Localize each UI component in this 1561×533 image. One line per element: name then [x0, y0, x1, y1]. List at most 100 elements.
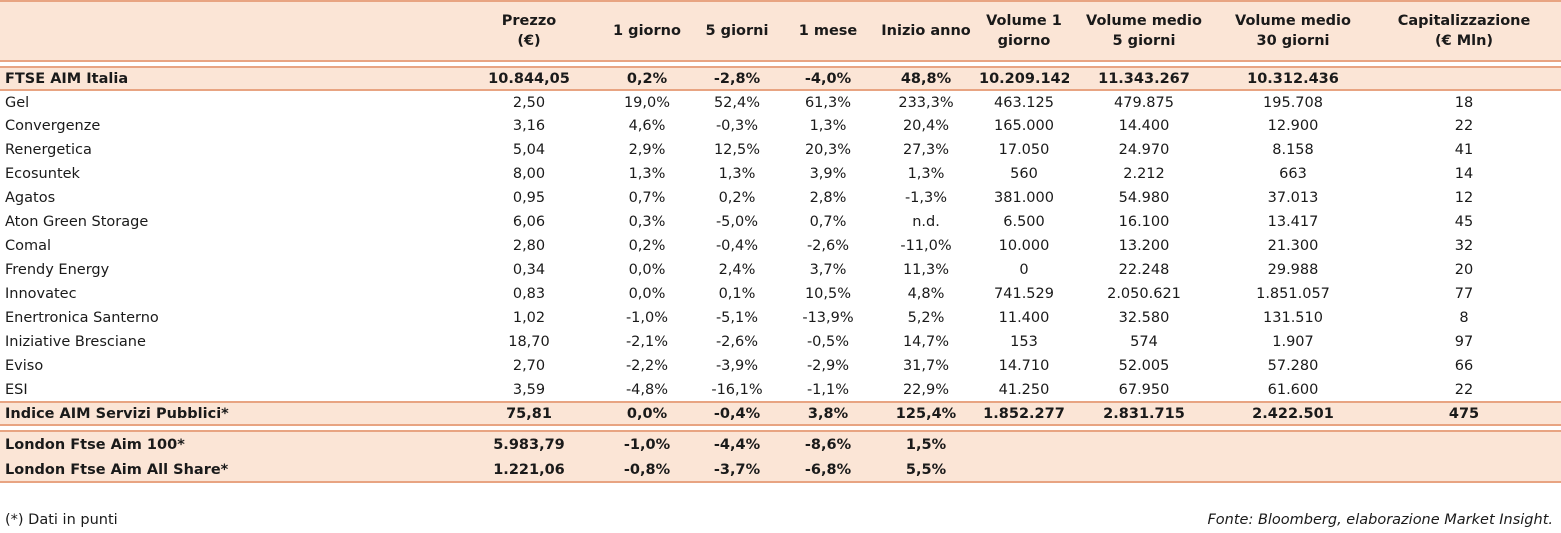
table-cell: -1,0%	[625, 310, 669, 326]
table-cell: 3,9%	[809, 166, 847, 182]
table-row: Ecosuntek 8,00 1,3% 1,3% 3,9% 1,3% 560 2.212 663…	[0, 162, 1561, 186]
column-header: Volume medio 5 giorni	[1086, 13, 1202, 49]
table-cell: 0,34	[512, 262, 546, 278]
table-cell: 6.500	[1003, 214, 1045, 230]
table-cell: -4,0%	[804, 70, 852, 87]
table-cell: 61,3%	[804, 94, 852, 111]
table-cell: 131.510	[1263, 310, 1323, 326]
table-cell: 22	[1454, 381, 1474, 398]
table-row: ESI 3,59 -4,8% -16,1% -1,1% 22,9% 41.250 67.950…	[0, 378, 1561, 402]
table-cell: 1,3%	[628, 166, 666, 182]
column-header: 1 mese	[798, 23, 858, 39]
table-cell: 2,80	[512, 238, 546, 254]
row-label: Enertronica Santerno	[5, 310, 159, 326]
table-cell: 475	[1448, 405, 1480, 422]
table-cell: 11,3%	[902, 262, 950, 278]
table-cell: 0,2%	[626, 70, 668, 87]
table-cell: 2,9%	[628, 142, 666, 158]
table-cell: 10.000	[998, 238, 1050, 254]
table-cell: 2.422.501	[1252, 405, 1334, 422]
header-row: Prezzo (€) 1 giorno 5 giorni 1 mese Inizio an…	[0, 1, 1561, 61]
column-header: 1 giorno	[613, 23, 681, 39]
table-cell: -6,8%	[804, 461, 852, 478]
table-cell: 24.970	[1118, 142, 1170, 158]
table-cell: -4,4%	[713, 437, 761, 453]
table-cell: -4,8%	[625, 381, 669, 398]
table-cell: -3,7%	[713, 461, 761, 478]
table-cell: 2,8%	[809, 190, 847, 206]
table-cell: -0,5%	[806, 334, 850, 350]
table-cell: 2,70	[512, 358, 546, 374]
table-cell: 381.000	[994, 190, 1054, 206]
table-cell: 5,5%	[905, 461, 947, 478]
table-cell: 5,04	[512, 142, 546, 158]
table-cell: 11.400	[998, 310, 1050, 326]
table-cell: -5,0%	[715, 214, 759, 230]
table-cell: 41.250	[998, 381, 1050, 398]
table-cell: 22.248	[1118, 262, 1170, 278]
table-cell: 6,06	[512, 214, 546, 230]
row-label: Convergenze	[5, 118, 101, 134]
table-cell: 14	[1454, 166, 1474, 182]
table-cell: 0,0%	[626, 405, 668, 422]
table-cell: 13.200	[1118, 238, 1170, 254]
row-label: Eviso	[5, 358, 44, 374]
table-cell: 3,7%	[809, 262, 847, 278]
table-cell: 3,8%	[807, 405, 849, 422]
table-cell: 32.580	[1118, 310, 1170, 326]
row-label: Aton Green Storage	[5, 214, 149, 230]
column-header: Volume 1 giorno	[986, 13, 1062, 49]
column-header: 5 giorni	[705, 23, 769, 39]
table-cell	[1069, 458, 1219, 482]
column-header: Prezzo (€)	[501, 13, 557, 49]
table-cell: 48,8%	[900, 70, 952, 87]
table-cell: 20	[1454, 262, 1474, 278]
table-cell: -0,4%	[713, 405, 761, 422]
table-cell: 75,81	[506, 405, 552, 422]
table-cell: 12,5%	[713, 142, 761, 158]
table-cell: 560	[1010, 166, 1038, 182]
table-cell: 1,3%	[907, 166, 945, 182]
table-cell: 0,2%	[628, 238, 666, 254]
table-cell: -3,9%	[715, 358, 759, 374]
table-cell: 8,00	[512, 166, 546, 182]
table-cell: 1,5%	[905, 437, 947, 453]
table-cell: 12	[1454, 190, 1474, 206]
table-cell: -2,9%	[806, 358, 850, 374]
table-cell	[979, 458, 1069, 482]
table-cell: 4,6%	[628, 118, 666, 134]
table-cell	[1219, 458, 1367, 482]
table-row: Convergenze 3,16 4,6% -0,3% 1,3% 20,4% 165.000…	[0, 114, 1561, 138]
table-cell: 52,4%	[713, 94, 761, 111]
table-cell: 77	[1454, 286, 1474, 302]
table-cell: 1.221,06	[493, 461, 565, 478]
table-cell: 0,0%	[628, 262, 666, 278]
table-cell: -0,3%	[715, 118, 759, 134]
table-cell: 32	[1454, 238, 1474, 254]
table-cell: -0,4%	[715, 238, 759, 254]
index-row-london-aim-100: London Ftse Aim 100* 5.983,79 -1,0% -4,4% -8…	[0, 431, 1561, 458]
table-cell: 5.983,79	[493, 437, 565, 453]
table-cell: 1.851.057	[1256, 286, 1330, 302]
column-header	[0, 1, 455, 61]
table-cell: -16,1%	[711, 381, 763, 398]
table-cell: 12.900	[1267, 118, 1319, 134]
table-cell: 165.000	[994, 118, 1054, 134]
table-cell: 29.988	[1267, 262, 1319, 278]
table-cell: 17.050	[998, 142, 1050, 158]
table-cell: 14.400	[1118, 118, 1170, 134]
row-label: Indice AIM Servizi Pubblici*	[5, 405, 229, 422]
index-row-servizi-pubblici: Indice AIM Servizi Pubblici* 75,81 0,0% -0,…	[0, 402, 1561, 425]
table-cell: -1,1%	[806, 381, 850, 398]
table-row: Eviso 2,70 -2,2% -3,9% -2,9% 31,7% 14.710 52.00…	[0, 354, 1561, 378]
table-cell: 5,2%	[907, 310, 945, 326]
table-cell: 54.980	[1118, 190, 1170, 206]
table-cell	[979, 431, 1069, 458]
table-cell: 2.212	[1123, 166, 1165, 182]
table-cell: 20,4%	[902, 118, 950, 134]
row-label: Renergetica	[5, 142, 92, 158]
row-label: Innovatec	[5, 286, 77, 302]
table-cell: 0	[1019, 262, 1029, 278]
table-cell: 0,7%	[809, 214, 847, 230]
table-cell: 10.312.436	[1247, 70, 1339, 87]
